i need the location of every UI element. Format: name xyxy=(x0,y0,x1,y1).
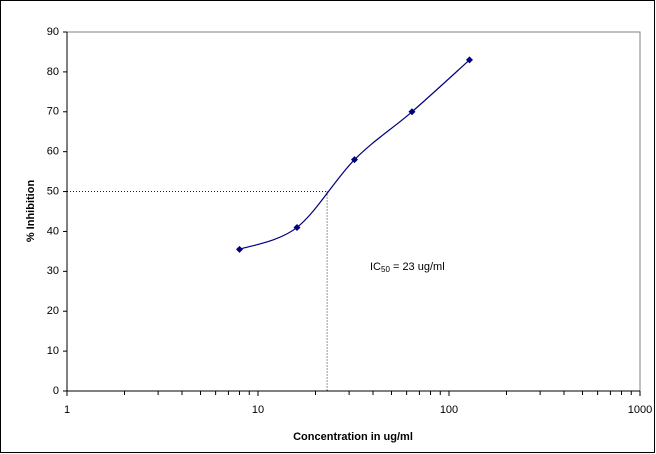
data-point xyxy=(465,56,473,64)
x-axis-title: Concentration in ug/ml xyxy=(293,431,413,443)
y-tick-label: 70 xyxy=(47,106,59,118)
annotation-prefix: IC xyxy=(370,261,381,273)
y-tick-label: 20 xyxy=(47,305,59,317)
x-tick-label: 1000 xyxy=(628,404,652,416)
x-tick-label: 100 xyxy=(440,404,458,416)
y-tick-label: 90 xyxy=(47,26,59,38)
annotation-text: = 23 ug/ml xyxy=(390,261,445,273)
x-tick-label: 1 xyxy=(64,404,70,416)
data-point xyxy=(293,223,301,231)
y-tick-label: 10 xyxy=(47,345,59,357)
annotation: IC50 = 23 ug/ml xyxy=(370,261,445,274)
data-point xyxy=(235,245,243,253)
annotation-subscript: 50 xyxy=(381,265,390,274)
data-point xyxy=(350,156,358,164)
y-tick-label: 40 xyxy=(47,225,59,237)
y-tick-label: 80 xyxy=(47,66,59,78)
y-tick-label: 50 xyxy=(47,185,59,197)
y-tick-label: 0 xyxy=(53,385,59,397)
y-tick-label: 30 xyxy=(47,265,59,277)
y-tick-label: 60 xyxy=(47,146,59,158)
data-point xyxy=(408,108,416,116)
y-axis-title: % Inhibition xyxy=(25,180,37,243)
x-tick-label: 10 xyxy=(252,404,264,416)
